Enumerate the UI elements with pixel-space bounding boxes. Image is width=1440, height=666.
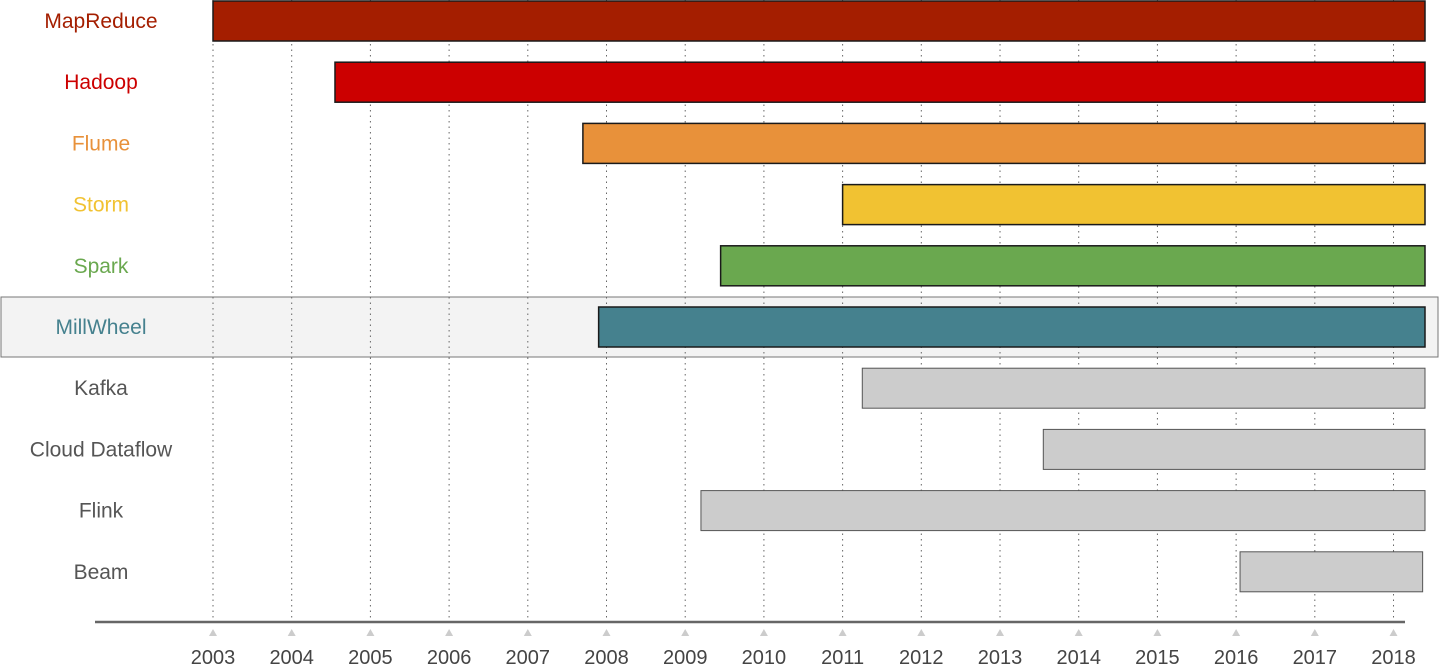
bar-storm	[841, 183, 1426, 226]
tick-marker-2018	[1389, 629, 1398, 636]
x-axis: 2003 2004 2005 2006 2007 2008 2009 2010 2011 2012…	[95, 620, 1416, 666]
tick-label-2008: 2008	[584, 647, 629, 666]
tick-marker-2009	[681, 629, 690, 636]
row-label-millwheel: MillWheel	[55, 316, 146, 339]
bar-flink	[700, 490, 1426, 532]
bars	[212, 0, 1426, 593]
tick-marker-2016	[1232, 629, 1241, 636]
tick-label-2005: 2005	[348, 647, 393, 666]
row-label-spark: Spark	[74, 255, 129, 278]
tick-label-2018: 2018	[1371, 647, 1416, 666]
tick-label-2009: 2009	[663, 647, 708, 666]
tick-label-2011: 2011	[821, 647, 864, 666]
tick-marker-2012	[917, 629, 926, 636]
row-label-cloud-dataflow: Cloud Dataflow	[30, 438, 173, 461]
tick-marker-2003	[209, 629, 217, 636]
tick-label-2017: 2017	[1293, 647, 1338, 666]
bar-mapreduce	[212, 0, 1426, 42]
tick-marker-2006	[445, 629, 454, 636]
row-label-beam: Beam	[74, 561, 129, 584]
row-label-storm: Storm	[73, 194, 129, 217]
tick-marker-2013	[996, 629, 1005, 636]
tick-marker-2011	[838, 629, 847, 636]
tick-label-2006: 2006	[427, 647, 472, 666]
row-label-hadoop: Hadoop	[64, 71, 138, 94]
bar-flume	[582, 122, 1426, 165]
tick-label-2013: 2013	[978, 647, 1023, 666]
bar-cloud-dataflow	[1042, 428, 1426, 470]
row-label-mapreduce: MapReduce	[44, 10, 157, 33]
tick-marker-2005	[366, 629, 375, 636]
tick-label-2007: 2007	[506, 647, 551, 666]
row-label-flink: Flink	[79, 500, 124, 523]
tick-marker-2014	[1074, 629, 1083, 636]
bar-beam	[1239, 551, 1424, 593]
tick-label-2014: 2014	[1056, 647, 1101, 666]
tick-marker-2007	[523, 629, 532, 636]
row-labels: MapReduce Hadoop Flume Storm Spark MillWheel K…	[30, 10, 173, 584]
tick-marker-2004	[287, 629, 296, 636]
bar-kafka	[861, 367, 1426, 409]
tick-label-2010: 2010	[742, 647, 787, 666]
bar-millwheel	[597, 306, 1426, 348]
tick-label-2003: 2003	[191, 647, 236, 666]
row-label-flume: Flume	[72, 132, 130, 155]
bar-hadoop	[334, 61, 1426, 103]
tick-label-2015: 2015	[1135, 647, 1180, 666]
tick-marker-2015	[1153, 629, 1162, 636]
bar-spark	[719, 245, 1426, 287]
tick-marker-2008	[602, 629, 611, 636]
tick-label-2004: 2004	[269, 647, 314, 666]
tick-marker-2017	[1310, 629, 1319, 636]
tick-marker-2010	[759, 629, 768, 636]
row-label-kafka: Kafka	[74, 377, 128, 400]
tick-label-2016: 2016	[1214, 647, 1259, 666]
tick-label-2012: 2012	[899, 647, 944, 666]
